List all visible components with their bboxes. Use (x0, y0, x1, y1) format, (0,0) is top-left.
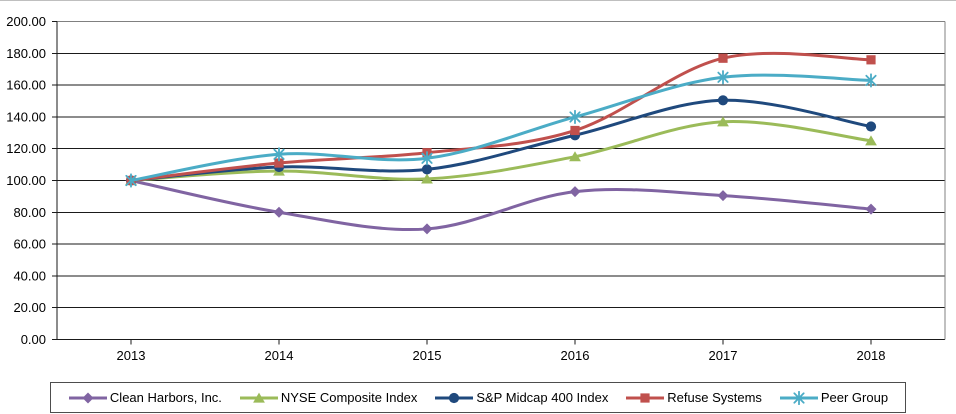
series-line (129, 119, 873, 182)
circle-marker-icon (435, 392, 474, 403)
star-marker-icon (779, 390, 818, 405)
legend-label-nyse-composite: NYSE Composite Index (280, 390, 418, 405)
series-line (129, 98, 873, 182)
y-axis-label: 20.00 (13, 300, 46, 315)
triangle-marker-icon (569, 151, 581, 162)
diamond-marker-icon (273, 206, 285, 218)
circle-marker-icon (449, 392, 460, 403)
y-axis-label: 180.00 (6, 46, 46, 61)
legend-label-refuse-systems: Refuse Systems (667, 390, 762, 405)
square-marker-icon (866, 55, 876, 65)
triangle-marker-icon (252, 392, 265, 403)
series-clean-harbors-inc (125, 175, 877, 235)
legend: Clean Harbors, Inc. NYSE Composite Index… (50, 382, 906, 413)
legend-label-peer-group: Peer Group (820, 390, 889, 405)
diamond-marker-icon (569, 186, 581, 198)
star-marker-icon (421, 151, 433, 166)
star-marker-icon (717, 70, 729, 85)
y-axis-label: 140.00 (6, 109, 46, 124)
y-axis-label: 80.00 (13, 205, 46, 220)
square-marker-icon (640, 392, 650, 403)
y-axis-label: 40.00 (13, 268, 46, 283)
series-line (129, 51, 873, 182)
circle-marker-icon (421, 164, 433, 175)
y-axis-label: 200.00 (6, 14, 46, 29)
legend-item-peer-group: Peer Group (779, 390, 888, 405)
y-axis-label: 100.00 (6, 173, 46, 188)
triangle-marker-icon (421, 173, 433, 184)
star-marker-icon (125, 173, 137, 188)
x-axis-year-label: 2014 (265, 348, 294, 363)
legend-label-clean-harbors: Clean Harbors, Inc. (109, 390, 222, 405)
y-axis-label: 0.00 (21, 332, 46, 347)
series-refuse-systems (126, 51, 876, 186)
triangle-marker-icon (865, 135, 877, 146)
x-axis-year-label: 2013 (117, 348, 146, 363)
x-axis-year-label: 2017 (709, 348, 738, 363)
series-line (129, 73, 873, 182)
square-marker-icon (626, 392, 665, 403)
legend-item-nyse-composite: NYSE Composite Index (239, 390, 418, 405)
square-marker-icon (570, 125, 580, 136)
x-axis-year-label: 2015 (413, 348, 442, 363)
plot-area: 0.00 20.00 40.00 60.00 80.00 100.00 120.00 140.… (6, 14, 946, 363)
y-axis-label: 60.00 (13, 237, 46, 252)
star-marker-icon (569, 109, 581, 125)
y-axis-label: 120.00 (6, 141, 46, 156)
star-marker-icon (865, 73, 877, 88)
legend-item-sp-midcap: S&P Midcap 400 Index (434, 390, 608, 405)
series-peer-group (125, 70, 877, 188)
triangle-marker-icon (239, 392, 278, 403)
circle-marker-icon (865, 121, 877, 132)
square-marker-icon (718, 53, 728, 63)
legend-item-clean-harbors: Clean Harbors, Inc. (68, 390, 222, 405)
diamond-marker-icon (421, 223, 433, 235)
diamond-marker-icon (717, 190, 729, 202)
series-nyse-composite-index (125, 116, 877, 186)
square-marker-icon (274, 158, 284, 168)
x-axis-year-label: 2018 (857, 348, 886, 363)
y-axis-label: 160.00 (6, 78, 46, 93)
triangle-marker-icon (717, 116, 729, 127)
legend-label-sp-midcap: S&P Midcap 400 Index (476, 390, 609, 405)
legend-item-refuse-systems: Refuse Systems (625, 390, 762, 405)
diamond-marker-icon (82, 392, 94, 403)
star-marker-icon (793, 390, 805, 405)
diamond-marker-icon (865, 203, 877, 215)
star-marker-icon (273, 147, 285, 162)
x-axis-year-label: 2016 (561, 348, 590, 363)
circle-marker-icon (717, 95, 729, 106)
diamond-marker-icon (68, 392, 107, 403)
series-line (129, 179, 873, 231)
